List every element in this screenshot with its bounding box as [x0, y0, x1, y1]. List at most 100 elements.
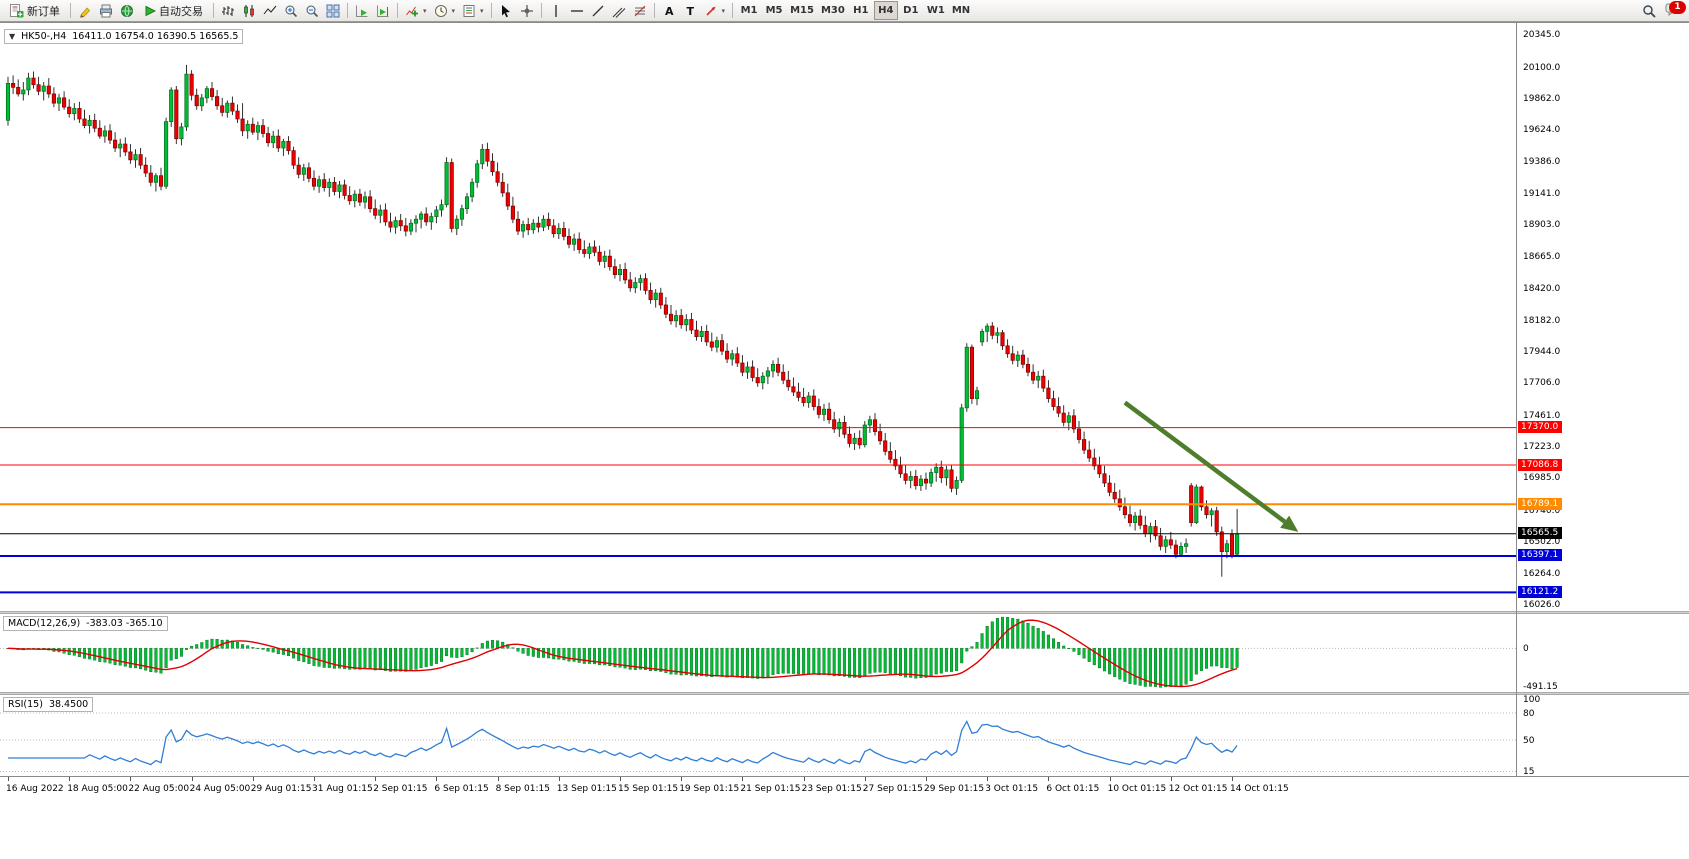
fibonacci-button[interactable] — [630, 1, 650, 20]
arrows-button[interactable]: ▾ — [701, 1, 729, 20]
time-label: 21 Sep 01:15 — [740, 784, 801, 794]
timeframe-m15-button[interactable]: M15 — [787, 1, 817, 20]
time-tick — [864, 777, 866, 781]
trendline-button[interactable] — [588, 1, 608, 20]
search-button[interactable] — [1639, 1, 1659, 20]
chart-shift-button[interactable] — [373, 1, 393, 20]
price-axis[interactable]: 20345.0 20100.0 19862.0 19624.0 19386.0 19141… — [1517, 23, 1687, 777]
timeframe-m5-button[interactable]: M5 — [762, 1, 786, 20]
price-tick-label: 16026.0 — [1523, 599, 1561, 610]
text-t-icon: T — [683, 4, 697, 18]
time-tick — [681, 777, 683, 781]
macd-min-label: -491.15 — [1523, 682, 1558, 692]
price-tick-label: 19141.0 — [1523, 189, 1561, 200]
trend-arrow-annotation[interactable] — [1123, 400, 1299, 532]
toolbar-separator — [653, 3, 655, 18]
cursor-button[interactable] — [496, 1, 516, 20]
indicators-plus-icon — [405, 4, 419, 18]
time-tick — [620, 777, 621, 781]
bar-chart-button[interactable] — [218, 1, 238, 20]
rsi-panel[interactable] — [0, 695, 1516, 776]
price-tick-label: 17706.0 — [1523, 378, 1561, 389]
time-label: 27 Sep 01:15 — [862, 784, 923, 794]
horizontal-line-button[interactable] — [567, 1, 587, 20]
crosshair-icon — [520, 4, 534, 18]
metaeditor-button[interactable] — [75, 1, 95, 20]
macd-panel[interactable] — [0, 614, 1516, 692]
time-label: 31 Aug 01:15 — [312, 784, 373, 794]
auto-scroll-button[interactable] — [352, 1, 372, 20]
price-tick-label: 20100.0 — [1523, 62, 1561, 73]
templates-button[interactable]: ▾ — [459, 1, 487, 20]
tile-windows-icon — [326, 4, 340, 18]
new-order-icon — [9, 3, 24, 18]
price-tick-label: 18182.0 — [1523, 315, 1561, 326]
timeframe-mn-button[interactable]: MN — [949, 1, 973, 20]
time-tick — [987, 777, 989, 781]
timeframe-d1-button[interactable]: D1 — [899, 1, 923, 20]
crosshair-button[interactable] — [517, 1, 537, 20]
panel-splitter[interactable] — [0, 692, 1689, 695]
autotrading-label: 自动交易 — [159, 4, 203, 18]
timeframe-w1-button[interactable]: W1 — [924, 1, 948, 20]
timeframe-h1-button[interactable]: H1 — [849, 1, 873, 20]
toolbar-separator — [540, 3, 542, 18]
text-button[interactable]: A — [659, 1, 679, 20]
indicators-button[interactable]: ▾ — [402, 1, 430, 20]
dropdown-caret-icon: ▾ — [721, 6, 726, 15]
vertical-line-icon — [549, 4, 563, 18]
time-label: 16 Aug 2022 — [6, 784, 64, 794]
line-chart-button[interactable] — [260, 1, 280, 20]
svg-text:A: A — [665, 5, 674, 18]
timeframe-m30-button[interactable]: M30 — [818, 1, 848, 20]
time-tick — [1232, 777, 1233, 781]
macd-indicator-label: MACD(12,26,9) -383.03 -365.10 — [3, 616, 168, 631]
toolbar-separator — [70, 3, 71, 18]
rsi-level-label: 100 — [1523, 695, 1541, 705]
community-button[interactable] — [117, 1, 137, 20]
zoom-out-button[interactable] — [302, 1, 322, 20]
periods-button[interactable]: ▾ — [431, 1, 459, 20]
one-click-arrow-icon[interactable]: ▼ — [9, 32, 16, 41]
print-button[interactable] — [96, 1, 116, 20]
candlestick-chart-button[interactable] — [239, 1, 259, 20]
time-label: 23 Sep 01:15 — [801, 784, 862, 794]
dropdown-caret-icon: ▾ — [480, 6, 484, 15]
bar-chart-icon — [221, 4, 235, 18]
time-label: 6 Sep 01:15 — [434, 784, 489, 794]
channel-button[interactable] — [609, 1, 629, 20]
time-label: 2 Sep 01:15 — [373, 784, 428, 794]
time-label: 12 Oct 01:15 — [1168, 784, 1228, 794]
panel-splitter[interactable] — [0, 611, 1689, 614]
tile-windows-button[interactable] — [323, 1, 343, 20]
toolbar: 新订单 自动交易 ▾ ▾ ▾ A T ▾ M1 M5 M15 M30 H1 H4… — [0, 0, 1689, 22]
time-label: 13 Sep 01:15 — [556, 784, 617, 794]
price-tick-label: 16740.0 — [1523, 505, 1561, 516]
new-order-button[interactable]: 新订单 — [3, 1, 66, 20]
price-line-tag: 16565.5 — [1518, 527, 1563, 540]
horizontal-line-icon — [570, 4, 584, 18]
text-label-button[interactable]: T — [680, 1, 700, 20]
price-chart[interactable] — [0, 24, 1516, 611]
time-tick — [1170, 777, 1172, 781]
arrow-object-icon — [704, 4, 718, 18]
autotrading-button[interactable]: 自动交易 — [138, 1, 209, 20]
search-icon — [1642, 4, 1656, 18]
timeframe-m1-button[interactable]: M1 — [737, 1, 761, 20]
timeframe-h4-button[interactable]: H4 — [873, 1, 898, 20]
cursor-arrow-icon — [499, 4, 513, 18]
notifications-button[interactable]: 1 — [1660, 0, 1686, 21]
zoom-in-button[interactable] — [281, 1, 301, 20]
vertical-line-button[interactable] — [546, 1, 566, 20]
time-tick — [314, 777, 315, 781]
price-tick-label: 20345.0 — [1523, 30, 1561, 41]
price-tick-label: 18903.0 — [1523, 220, 1561, 231]
trendline-icon — [591, 4, 605, 18]
time-label: 10 Oct 01:15 — [1107, 784, 1167, 794]
dropdown-caret-icon: ▾ — [451, 6, 456, 15]
auto-scroll-icon — [355, 4, 369, 18]
time-axis[interactable]: 16 Aug 2022 18 Aug 05:00 22 Aug 05:00 24 Au… — [0, 776, 1689, 818]
price-line-tag: 17370.0 — [1518, 421, 1563, 434]
channel-icon — [612, 4, 626, 18]
text-a-icon: A — [662, 4, 676, 18]
